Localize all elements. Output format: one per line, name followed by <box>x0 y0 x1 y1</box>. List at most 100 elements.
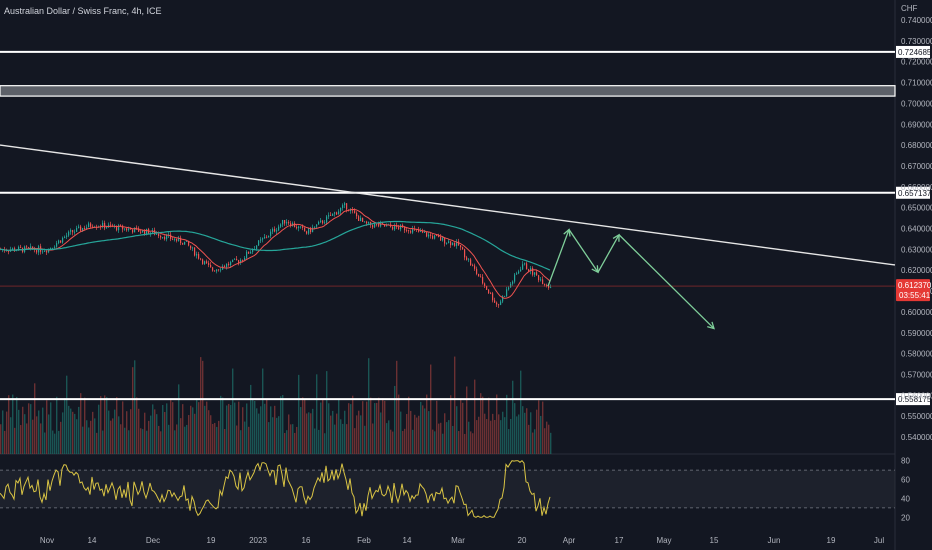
candle-body <box>138 228 140 232</box>
volume-bar <box>374 403 376 454</box>
x-tick-label: 14 <box>88 536 97 545</box>
candle-body <box>404 226 406 231</box>
y-tick-label: 0.600000 <box>901 308 932 317</box>
volume-bar <box>338 398 340 454</box>
y-tick-label: 0.570000 <box>901 370 932 379</box>
volume-bar <box>288 414 290 454</box>
candle-body <box>124 228 126 230</box>
candle-body <box>116 225 118 231</box>
volume-bar <box>238 401 240 454</box>
volume-bar <box>406 414 408 454</box>
projection-segment <box>618 234 715 330</box>
rsi-tick-label: 80 <box>901 457 910 466</box>
x-tick-label: 20 <box>518 536 527 545</box>
volume-bar <box>98 404 100 454</box>
candle-body <box>6 250 8 252</box>
y-tick-label: 0.700000 <box>901 99 932 108</box>
volume-bar <box>64 398 66 454</box>
candle-body <box>72 230 74 233</box>
rsi-tick-label: 40 <box>901 494 910 503</box>
candle-body <box>216 269 218 272</box>
candle-body <box>456 241 458 246</box>
candle-body <box>250 251 252 254</box>
candle-body <box>336 212 338 215</box>
candle-body <box>360 217 362 222</box>
volume-bar <box>250 384 252 454</box>
candle-body <box>312 227 314 233</box>
candle-body <box>196 254 198 256</box>
trendline[interactable] <box>0 144 896 266</box>
volume-bar <box>404 428 406 454</box>
volume-bar <box>136 397 138 454</box>
volume-bar <box>312 408 314 454</box>
resistance-zone[interactable] <box>0 85 896 97</box>
volume-bar <box>380 412 382 454</box>
volume-bar <box>226 405 228 454</box>
y-tick-label: 0.650000 <box>901 204 932 213</box>
candle-body <box>140 231 142 233</box>
volume-bar <box>292 424 294 454</box>
volume-bar <box>40 423 42 454</box>
volume-bar <box>74 413 76 454</box>
volume-bar <box>492 413 494 454</box>
candle-body <box>164 236 166 240</box>
volume-bar <box>334 424 336 454</box>
volume-bar <box>218 420 220 454</box>
candle-body <box>162 236 164 238</box>
candle-body <box>158 233 160 237</box>
horizontal-levels[interactable]: 0.724685 0.657137 0.558175 <box>0 45 932 406</box>
candle-body <box>90 223 92 227</box>
volume-bar <box>162 405 164 454</box>
volume-bar <box>256 408 258 454</box>
volume-bar <box>16 396 18 454</box>
candle-body <box>212 267 214 271</box>
currency-label: CHF <box>901 4 918 13</box>
volume-bar <box>188 415 190 454</box>
volume-bar <box>408 396 410 454</box>
volume-bar <box>56 396 58 454</box>
volume-bar <box>172 402 174 454</box>
volume-bar <box>356 415 358 454</box>
volume-bar <box>132 367 134 454</box>
volume-bar <box>130 409 132 454</box>
volume-bar <box>514 403 516 454</box>
projection-path[interactable] <box>547 228 715 330</box>
volume-bar <box>258 413 260 454</box>
volume-bar <box>210 415 212 454</box>
volume-bar <box>522 406 524 454</box>
candle-body <box>302 226 304 228</box>
volume-bar <box>352 395 354 454</box>
candle-body <box>68 231 70 236</box>
x-tick-label: Mar <box>451 536 465 545</box>
candle-body <box>272 228 274 232</box>
volume-bar <box>4 430 6 454</box>
volume-bar <box>204 405 206 454</box>
volume-bar <box>376 402 378 454</box>
candle-body <box>418 229 420 232</box>
candle-body <box>532 268 534 275</box>
candle-body <box>374 223 376 228</box>
volume-bar <box>96 432 98 454</box>
candle-body <box>402 225 404 227</box>
volume-bar <box>32 419 34 454</box>
volume-bar <box>460 399 462 454</box>
candle-body <box>78 226 80 229</box>
volume-bar <box>398 394 400 454</box>
volume-bar <box>28 403 30 454</box>
volume-bar <box>446 422 448 454</box>
volume-bar <box>180 418 182 454</box>
candle-body <box>368 221 370 224</box>
volume-bar <box>100 396 102 454</box>
volume-bar <box>66 375 68 454</box>
candle-body <box>46 251 48 253</box>
volume-bar <box>18 409 20 454</box>
volume-bar <box>452 425 454 454</box>
volume-bar <box>426 394 428 454</box>
volume-bar <box>364 425 366 454</box>
candle-body <box>60 240 62 243</box>
volume-bar <box>410 410 412 454</box>
volume-bar <box>442 433 444 454</box>
volume-bar <box>154 409 156 454</box>
time-axis-ticks: Nov 14 Dec 19 2023 16 Feb 14 Mar 20 Apr 17 15 May Jun 1… <box>40 536 884 545</box>
